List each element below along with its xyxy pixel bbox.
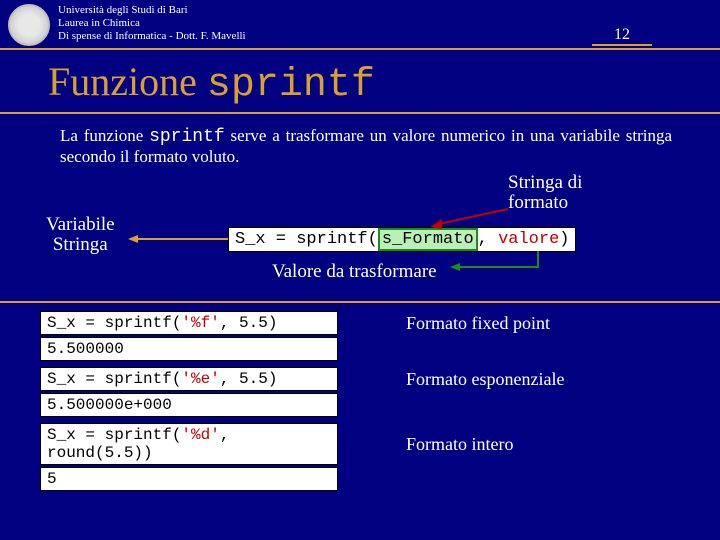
example-1: S_x = sprintf('%f', 5.5) Formato fixed p… <box>40 311 720 361</box>
example-3-code: S_x = sprintf('%d', round(5.5)) <box>40 423 338 465</box>
example-2-label: Formato esponenziale <box>406 369 564 390</box>
code-end: ) <box>559 230 569 249</box>
code-fmt: s_Formato <box>378 228 478 251</box>
code-eq: = sprintf( <box>266 230 378 249</box>
header-line1: Università degli Studi di Bari <box>58 4 592 17</box>
header-line2: Laurea in Chimica <box>58 17 592 30</box>
title-word1: Funzione <box>48 59 197 104</box>
arrow-fmt <box>430 207 510 231</box>
label-variable: Variabile Stringa <box>46 215 115 255</box>
university-seal <box>8 4 50 46</box>
label-var-line2: Stringa <box>46 235 115 255</box>
code-val: valore <box>498 230 559 249</box>
example-1-result: 5.500000 <box>40 337 338 361</box>
slide-title: Funzione sprintf <box>0 50 720 114</box>
example-1-code: S_x = sprintf('%f', 5.5) <box>40 311 338 335</box>
arrow-val <box>450 249 540 273</box>
diagram-area: Stringa di formato Variabile Stringa S_x… <box>0 173 720 303</box>
example-3-label: Formato intero <box>406 434 513 455</box>
arrow-var <box>128 233 228 245</box>
label-format-line1: Stringa di <box>508 173 582 193</box>
label-value: Valore da trasformare <box>272 261 437 283</box>
description: La funzione sprintf serve a trasformare … <box>0 114 720 173</box>
page-number: 12 <box>592 26 652 46</box>
example-3: S_x = sprintf('%d', round(5.5)) Formato … <box>40 423 720 491</box>
desc-code: sprintf <box>149 127 225 147</box>
example-3-result: 5 <box>40 467 338 491</box>
label-var-line1: Variabile <box>46 215 115 235</box>
example-2: S_x = sprintf('%e', 5.5) Formato esponen… <box>40 367 720 417</box>
example-2-code: S_x = sprintf('%e', 5.5) <box>40 367 338 391</box>
desc-part1: La funzione <box>60 126 149 145</box>
code-sx: S_x <box>235 230 266 249</box>
label-format-line2: formato <box>508 193 582 213</box>
title-word2: sprintf <box>207 63 375 108</box>
header-text: Università degli Studi di Bari Laurea in… <box>58 4 592 43</box>
code-sep: , <box>478 230 498 249</box>
example-1-label: Formato fixed point <box>406 313 550 334</box>
slide-header: Università degli Studi di Bari Laurea in… <box>0 0 720 50</box>
label-format: Stringa di formato <box>508 173 582 213</box>
examples: S_x = sprintf('%f', 5.5) Formato fixed p… <box>0 303 720 491</box>
example-2-result: 5.500000e+000 <box>40 393 338 417</box>
header-line3: Di spense di Informatica - Dott. F. Mave… <box>58 30 592 43</box>
